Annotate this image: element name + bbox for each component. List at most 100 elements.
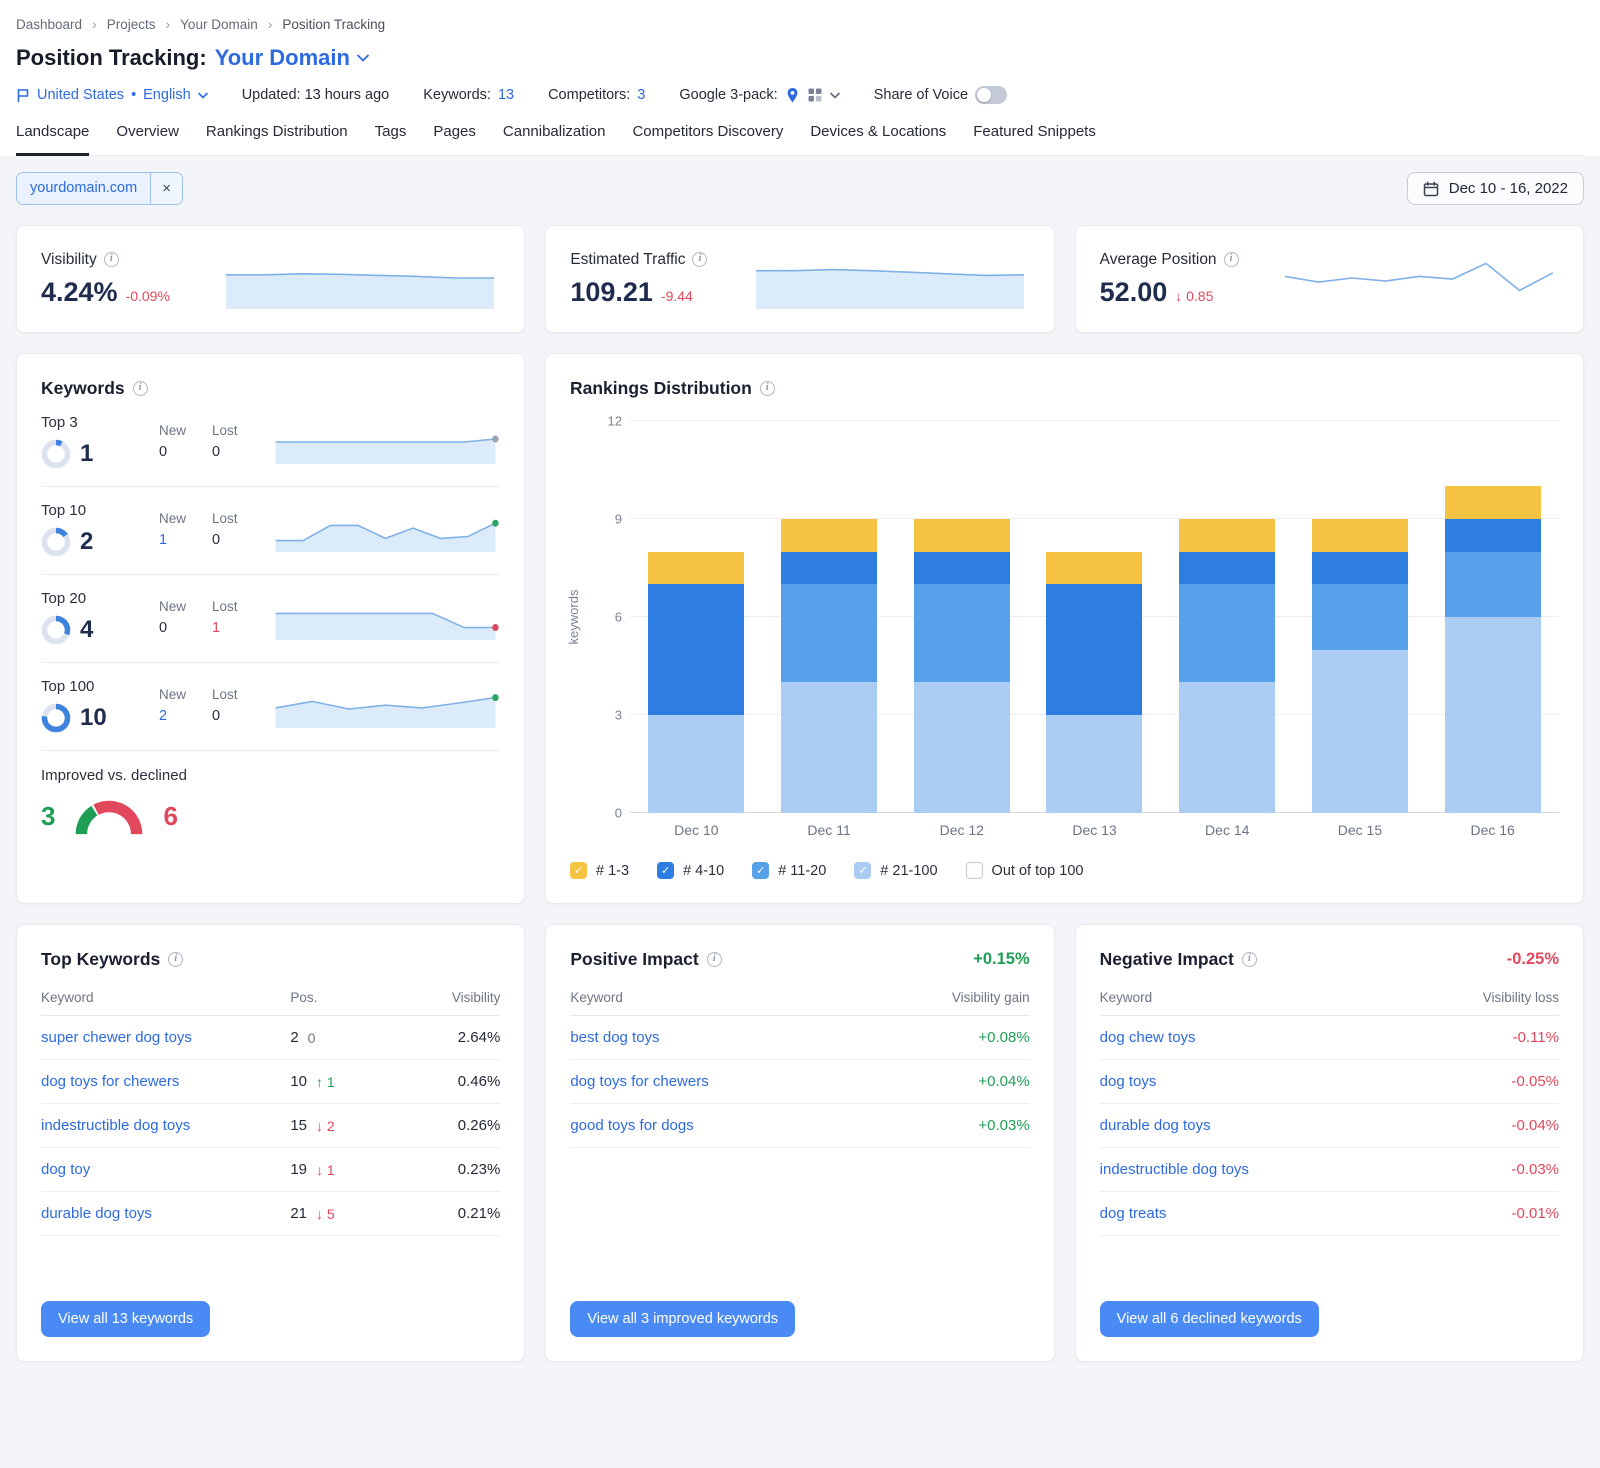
bar-segment	[781, 519, 877, 552]
bucket-sparkline	[271, 418, 500, 466]
positive-impact-body: best dog toys +0.08% dog toys for chewer…	[570, 1016, 1029, 1148]
legend--4-10[interactable]: ✓# 4-10	[657, 862, 724, 879]
new-label: New	[159, 511, 186, 526]
chevron-down-icon[interactable]	[830, 92, 840, 99]
keywords-count-label: Keywords:	[423, 87, 491, 103]
tab-landscape[interactable]: Landscape	[16, 123, 89, 156]
tab-overview[interactable]: Overview	[116, 123, 179, 155]
stat-sparkline	[1279, 247, 1559, 311]
legend-label: # 4-10	[683, 863, 724, 879]
table-row: dog toys for chewers +0.04%	[570, 1060, 1029, 1104]
new-count: 0	[159, 620, 167, 636]
local-pack-icon[interactable]	[807, 87, 823, 103]
stat-title: Average Position	[1100, 251, 1217, 269]
keyword-link[interactable]: dog treats	[1100, 1205, 1512, 1222]
bar-segment	[914, 552, 1010, 585]
bar-segment	[1046, 584, 1142, 715]
domain-filter-chip[interactable]: yourdomain.com ×	[16, 172, 183, 205]
negative-impact-body: dog chew toys -0.11% dog toys -0.05% dur…	[1100, 1016, 1559, 1236]
bar-segment	[1445, 519, 1541, 552]
position-value: 15	[290, 1117, 307, 1134]
y-tick-label: 0	[615, 806, 622, 821]
share-of-voice-toggle[interactable]	[975, 86, 1007, 104]
keyword-link[interactable]: super chewer dog toys	[41, 1029, 290, 1046]
new-count: 1	[159, 532, 167, 548]
tab-devices-locations[interactable]: Devices & Locations	[810, 123, 946, 155]
legend-out-of-top-100[interactable]: Out of top 100	[966, 862, 1084, 879]
bar-segment	[1179, 584, 1275, 682]
tab-rankings-distribution[interactable]: Rankings Distribution	[206, 123, 348, 155]
legend--1-3[interactable]: ✓# 1-3	[570, 862, 629, 879]
table-row: dog toy 19 ↓ 1 0.23%	[41, 1148, 500, 1192]
info-icon[interactable]: i	[1242, 952, 1257, 967]
tab-cannibalization[interactable]: Cannibalization	[503, 123, 606, 155]
view-all-keywords-button[interactable]: View all 13 keywords	[41, 1301, 210, 1337]
remove-filter-icon[interactable]: ×	[150, 173, 182, 204]
keyword-link[interactable]: dog toys	[1100, 1073, 1512, 1090]
bar-segment	[1312, 519, 1408, 552]
bucket-label: Top 3	[41, 414, 159, 431]
breadcrumb-item[interactable]: Dashboard	[16, 17, 82, 32]
breadcrumb-item[interactable]: Your Domain	[180, 17, 258, 32]
info-icon[interactable]: i	[133, 381, 148, 396]
keywords-count-link[interactable]: 13	[498, 87, 514, 103]
date-range-button[interactable]: Dec 10 - 16, 2022	[1407, 172, 1584, 205]
position-value: 19	[290, 1161, 307, 1178]
info-icon[interactable]: i	[104, 252, 119, 267]
bar-dec-14[interactable]	[1179, 421, 1275, 813]
keyword-link[interactable]: dog toys for chewers	[570, 1073, 978, 1090]
info-icon[interactable]: i	[707, 952, 722, 967]
bar-dec-13[interactable]	[1046, 421, 1142, 813]
position-value: 10	[290, 1073, 307, 1090]
info-icon[interactable]: i	[168, 952, 183, 967]
bar-dec-12[interactable]	[914, 421, 1010, 813]
bar-dec-10[interactable]	[648, 421, 744, 813]
stats-row: Visibility i 4.24% -0.09% Estimated Traf…	[16, 225, 1584, 333]
tab-tags[interactable]: Tags	[375, 123, 407, 155]
bar-segment	[914, 519, 1010, 552]
rankings-legend: ✓# 1-3 ✓# 4-10 ✓# 11-20 ✓# 21-100 Out of top…	[570, 862, 1559, 903]
separator-dot: •	[131, 87, 136, 103]
visibility-value: 0.46%	[408, 1073, 500, 1090]
bar-dec-16[interactable]	[1445, 421, 1541, 813]
location-language-selector[interactable]: United States • English	[16, 87, 208, 103]
legend--11-20[interactable]: ✓# 11-20	[752, 862, 826, 879]
positive-impact-card: Positive Impact i +0.15% Keyword Visibil…	[545, 924, 1054, 1362]
col-keyword: Keyword	[1100, 990, 1483, 1005]
breadcrumb-item[interactable]: Projects	[107, 17, 156, 32]
bucket-count: 2	[80, 528, 93, 556]
legend-label: Out of top 100	[992, 863, 1084, 879]
view-declined-keywords-button[interactable]: View all 6 declined keywords	[1100, 1301, 1319, 1337]
table-row: good toys for dogs +0.03%	[570, 1104, 1029, 1148]
keyword-link[interactable]: dog chew toys	[1100, 1029, 1513, 1046]
view-improved-keywords-button[interactable]: View all 3 improved keywords	[570, 1301, 795, 1337]
table-header: Keyword Pos. Visibility	[41, 970, 500, 1016]
map-pin-icon[interactable]	[785, 87, 800, 104]
tab-competitors-discovery[interactable]: Competitors Discovery	[632, 123, 783, 155]
position-change: ↑ 1	[316, 1074, 335, 1090]
new-count: 2	[159, 708, 167, 724]
legend--21-100[interactable]: ✓# 21-100	[854, 862, 937, 879]
table-row: durable dog toys -0.04%	[1100, 1104, 1559, 1148]
bar-dec-11[interactable]	[781, 421, 877, 813]
tab-pages[interactable]: Pages	[433, 123, 476, 155]
col-visibility-gain: Visibility gain	[952, 990, 1030, 1005]
competitors-count-link[interactable]: 3	[637, 87, 645, 103]
keyword-link[interactable]: durable dog toys	[1100, 1117, 1512, 1134]
bar-dec-15[interactable]	[1312, 421, 1408, 813]
keyword-link[interactable]: dog toys for chewers	[41, 1073, 290, 1090]
keyword-link[interactable]: indestructible dog toys	[41, 1117, 290, 1134]
info-icon[interactable]: i	[1224, 252, 1239, 267]
domain-selector[interactable]: Your Domain	[215, 45, 369, 71]
tab-featured-snippets[interactable]: Featured Snippets	[973, 123, 1096, 155]
keyword-link[interactable]: dog toy	[41, 1161, 290, 1178]
bar-segment	[914, 584, 1010, 682]
info-icon[interactable]: i	[692, 252, 707, 267]
table-row: indestructible dog toys -0.03%	[1100, 1148, 1559, 1192]
keyword-link[interactable]: durable dog toys	[41, 1205, 290, 1222]
bucket-label: Top 10	[41, 502, 159, 519]
info-icon[interactable]: i	[760, 381, 775, 396]
keyword-link[interactable]: good toys for dogs	[570, 1117, 978, 1134]
keyword-link[interactable]: indestructible dog toys	[1100, 1161, 1512, 1178]
keyword-link[interactable]: best dog toys	[570, 1029, 978, 1046]
